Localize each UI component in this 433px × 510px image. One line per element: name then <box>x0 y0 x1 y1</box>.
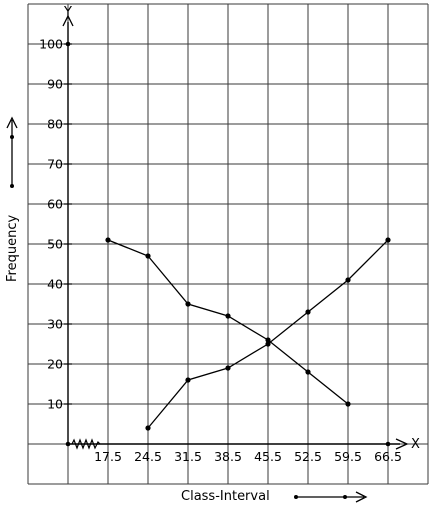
data-point <box>225 365 231 371</box>
y-axis-letter: Y <box>63 5 72 20</box>
y-label-arrow-dot-top <box>10 135 14 139</box>
series-group <box>105 237 391 431</box>
data-point <box>265 341 271 347</box>
data-point <box>345 277 351 283</box>
x-tick-label: 24.5 <box>134 449 162 464</box>
data-point <box>385 237 391 243</box>
x-tick-labels: 17.5 24.5 31.5 38.5 45.5 52.5 59.5 66.5 <box>94 449 402 464</box>
y-tick-label: 80 <box>47 117 63 132</box>
data-point <box>225 313 231 319</box>
x-axis-end-point <box>385 441 391 447</box>
data-point <box>265 337 271 343</box>
data-point <box>145 253 151 259</box>
data-point <box>305 309 311 315</box>
y-axis-label: Frequency <box>5 215 20 282</box>
x-tick-label: 17.5 <box>94 449 122 464</box>
y-label-arrow-dot-bottom <box>10 184 14 188</box>
origin-point <box>65 441 71 447</box>
y-tick-label: 100 <box>39 37 63 52</box>
y-tick-label: 40 <box>47 277 63 292</box>
y-tick-label: 60 <box>47 197 63 212</box>
y-label-group: Frequency <box>5 116 20 282</box>
y-tick-label: 90 <box>47 77 63 92</box>
x-tick-label: 59.5 <box>334 449 362 464</box>
x-tick-label: 38.5 <box>214 449 242 464</box>
x-label-arrow-dot-right <box>343 495 347 499</box>
y-tick-label: 30 <box>47 317 63 332</box>
y-tick-labels: 10 20 30 40 50 60 70 80 90 100 <box>39 37 72 412</box>
data-point <box>145 425 151 431</box>
axes: Y X <box>62 5 420 452</box>
data-point <box>345 401 351 407</box>
data-point <box>185 377 191 383</box>
data-point <box>305 369 311 375</box>
y-label-arrow-head <box>6 116 18 129</box>
y-tick-label: 50 <box>47 237 63 252</box>
y-tick-label: 10 <box>47 397 63 412</box>
x-tick-label: 31.5 <box>174 449 202 464</box>
x-axis-letter: X <box>411 437 420 452</box>
y-tick-label: 20 <box>47 357 63 372</box>
data-point <box>185 301 191 307</box>
x-label-arrow-head <box>355 491 368 503</box>
x-tick-label: 52.5 <box>294 449 322 464</box>
y-tick-label: 70 <box>47 157 63 172</box>
y-axis-arrow <box>62 14 74 27</box>
axis-break-zigzag <box>71 438 101 450</box>
grid <box>27 3 429 485</box>
x-label-group: Class-Interval <box>181 489 368 504</box>
x-axis-label: Class-Interval <box>181 489 270 504</box>
data-point <box>105 237 111 243</box>
x-axis-arrow <box>395 438 409 450</box>
x-tick-label: 66.5 <box>374 449 402 464</box>
x-tick-label: 45.5 <box>254 449 282 464</box>
x-label-arrow-dot-left <box>294 495 298 499</box>
